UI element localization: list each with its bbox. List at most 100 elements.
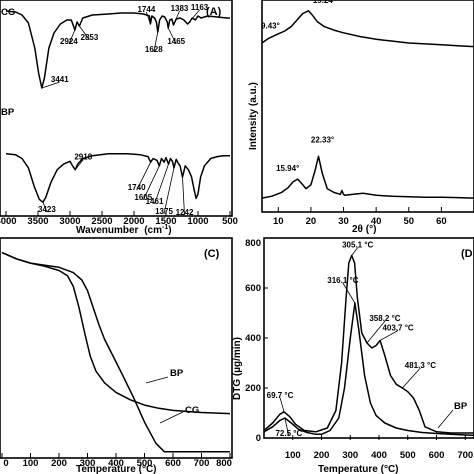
ftir-peak-label: 2924 [60, 37, 78, 46]
ftir-peak-label: 1163 [191, 3, 209, 12]
x-tick-label: 100 [23, 458, 39, 469]
ftir-peak-label: 1242 [176, 208, 194, 217]
ftir-peak-label-pointer [142, 165, 160, 201]
dtg-peak-label: 481.3 °C [405, 361, 436, 370]
panel-c-xlabel: Temperature (°C) [76, 464, 157, 474]
series-label-bp-d: BP [454, 401, 468, 412]
ftir-peak-label-pointer [146, 11, 151, 25]
y-tick-label: 800 [245, 238, 261, 249]
panel-d-label: (D [461, 248, 473, 260]
x-tick-label: 2000 [123, 216, 144, 227]
xrd-peak-label: 22.33° [311, 135, 334, 144]
panel-a-xlabel-sup: -1 [162, 224, 168, 231]
dtg-peak-label: 69.7 °C [267, 391, 294, 400]
ftir-peak-label-pointer [79, 25, 90, 41]
xrd-peak-label: 15.94° [276, 164, 299, 173]
dtg-curve-bp [263, 302, 474, 437]
ftir-peak-label: 1383 [171, 4, 189, 13]
panel-b-ylabel: Intensity (a.u.) [248, 82, 259, 150]
x-tick-label: 2500 [91, 216, 112, 227]
x-tick-label: 300 [342, 450, 358, 461]
series-pointer-bp-c [145, 376, 169, 384]
x-tick-label: 3000 [59, 216, 80, 227]
x-tick-label: 20 [306, 216, 317, 227]
x-tick-label: 10 [273, 216, 284, 227]
x-tick-label: 800 [216, 458, 232, 469]
dtg-peak-label-pointer [284, 417, 290, 437]
ftir-peak-label-pointer [136, 162, 151, 191]
ftir-peak-label: 2853 [81, 33, 99, 42]
xrd-peak-label: 19.24° [313, 0, 336, 5]
ftir-peak-label: 1465 [167, 37, 185, 46]
x-tick-label: 500 [137, 458, 153, 469]
ftir-peak-label-pointer [187, 9, 200, 25]
x-tick-label: 100 [285, 450, 301, 461]
dtg-peak-label: 72.5 °C [275, 429, 302, 438]
x-tick-label: 600 [429, 450, 445, 461]
panel-d-ylabel: DTG (µg/min) [232, 337, 243, 400]
dtg-peak-label-pointer [379, 330, 399, 341]
x-tick-label: 500 [400, 450, 416, 461]
x-tick-label: 200 [51, 458, 67, 469]
dtg-peak-label: 305.1 °C [342, 241, 373, 250]
dtg-peak-label-pointer [342, 282, 356, 304]
y-tick-label: 400 [245, 333, 261, 344]
tga-curve-bp [1, 251, 231, 415]
x-tick-label: 400 [108, 458, 124, 469]
x-tick-label: 700 [194, 458, 210, 469]
x-tick-label: 0 [3, 458, 8, 469]
dtg-peak-label: 358.2 °C [369, 314, 400, 323]
ftir-peak-label: 2918 [74, 153, 92, 162]
ftir-peak-label: 1461 [146, 197, 164, 206]
y-tick-label: 200 [245, 383, 261, 394]
panel-a-frame [0, 0, 233, 217]
dtg-peak-label-pointer [279, 397, 285, 412]
x-tick-label: 400 [371, 450, 387, 461]
series-pointer-bp-d [437, 409, 454, 429]
ftir-peak-label-pointer [74, 159, 84, 170]
ftir-peak-label: 3423 [38, 205, 56, 214]
dtg-peak-label: 316.1 °C [327, 276, 358, 285]
x-tick-label: 700 [457, 450, 473, 461]
tga-curve-cg [1, 251, 230, 453]
ftir-peak-label: 3441 [51, 75, 69, 84]
panel-a-xlabel-unit: (cm [144, 225, 162, 236]
x-tick-label: 300 [80, 458, 96, 469]
dtg-peak-label-pointer [351, 247, 359, 256]
x-tick-label: 60 [436, 216, 447, 227]
ftir-peak-label: 1375 [155, 207, 173, 216]
x-tick-label: 600 [165, 458, 181, 469]
series-label-bp-c: BP [170, 368, 184, 379]
panel-b-xlabel: 2θ (°) [352, 224, 376, 235]
panel-a: 3441 2924 2853 1744 1628 1465 1383 1163 3423 2918… [0, 0, 238, 236]
series-label-bp: BP [1, 107, 15, 118]
panel-a-xlabel: Wavenumber (cm-1) [76, 224, 172, 236]
x-tick-label: 500 [222, 216, 238, 227]
panel-a-xlabel-close: ) [168, 225, 171, 236]
ftir-peak-label-pointer [68, 29, 76, 45]
panel-b-frame [261, 0, 474, 213]
ftir-peak-label-pointer [41, 81, 60, 89]
panel-d-xlabel: Temperature (°C) [318, 464, 399, 474]
dtg-peak-label-pointer [402, 367, 421, 389]
dtg-peak-label: 403.7 °C [382, 324, 413, 333]
panel-c-label: (C) [204, 248, 220, 260]
panel-c-frame [0, 237, 233, 459]
x-tick-label: 40 [371, 216, 382, 227]
ftir-curve-cg [5, 10, 230, 89]
ftir-peak-label-pointer [167, 27, 177, 45]
panel-c: 0 100 200 300 400 500 600 700 800 (C) BP CG Temp… [0, 237, 233, 474]
ftir-peak-label-pointer [154, 163, 169, 205]
x-tick-label: 1000 [187, 216, 208, 227]
ftir-peak-label-pointer [42, 202, 48, 213]
y-tick-label: 600 [245, 283, 261, 294]
ftir-peak-label-pointer [182, 177, 185, 216]
ftir-peak-label: 1744 [137, 5, 155, 14]
ftir-peak-label-pointer [163, 167, 175, 214]
x-tick-label: 30 [338, 216, 349, 227]
xrd-curve-0 [261, 10, 474, 48]
series-label-cg: CG [1, 7, 15, 18]
panel-a-label: (A) [206, 6, 222, 18]
